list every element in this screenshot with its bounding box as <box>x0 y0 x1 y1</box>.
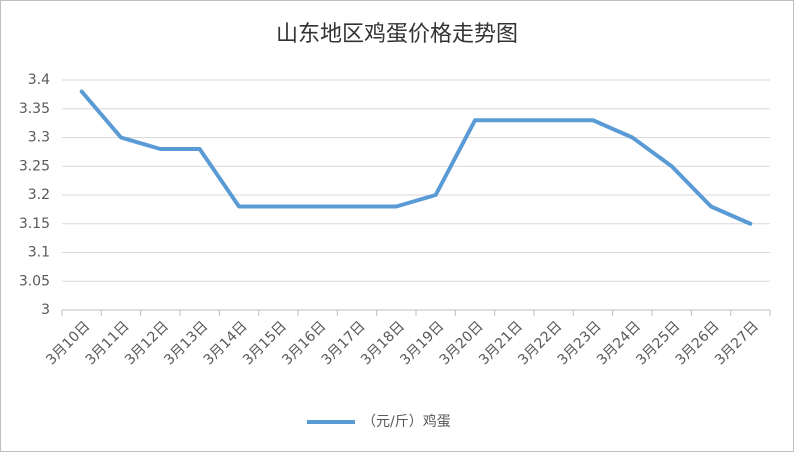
y-tick-label: 3.25 <box>19 158 50 174</box>
line-series <box>79 89 753 226</box>
y-tick-label: 3.2 <box>28 187 50 203</box>
y-tick-label: 3.3 <box>28 130 50 146</box>
y-tick-label: 3.15 <box>19 216 50 232</box>
y-tick-label: 3.35 <box>19 101 50 117</box>
y-tick-label: 3.4 <box>28 72 50 88</box>
y-tick-label: 3.05 <box>19 273 50 289</box>
legend-label: （元/斤）鸡蛋 <box>362 413 451 430</box>
y-tick-label: 3 <box>41 302 50 318</box>
chart-title: 山东地区鸡蛋价格走势图 <box>276 22 518 47</box>
y-tick-label: 3.1 <box>28 245 50 261</box>
